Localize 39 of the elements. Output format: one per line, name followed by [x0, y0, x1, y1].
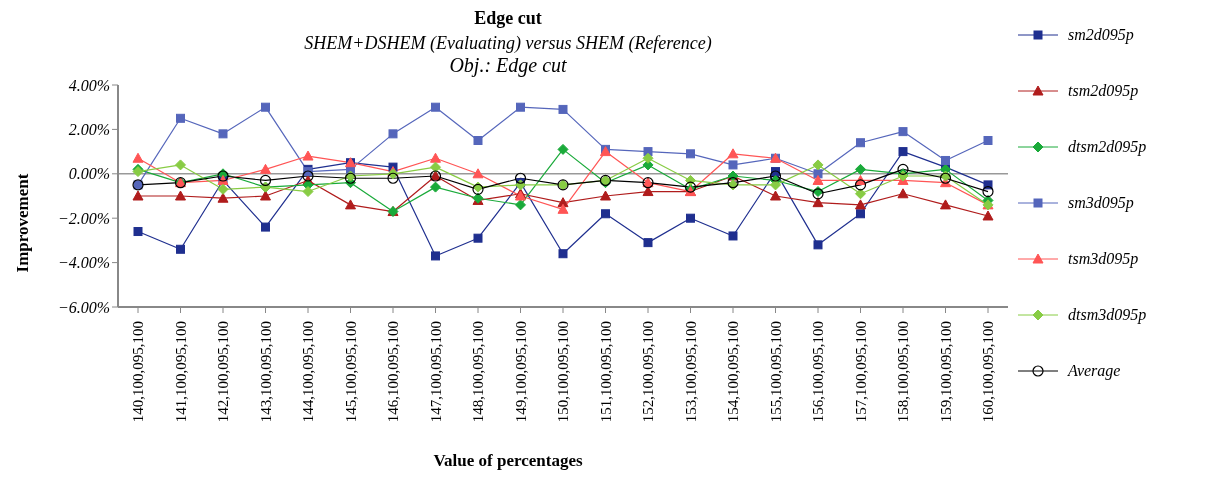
legend-label: tsm2d095p [1068, 82, 1139, 100]
chart-title: Edge cut [473, 8, 543, 29]
x-tick-label: 142,100,095,100 [215, 321, 231, 423]
legend-label: sm3d095p [1068, 194, 1134, 212]
x-tick-label: 147,100,095,100 [427, 321, 444, 423]
x-tick-label: 153,100,095,100 [682, 321, 699, 423]
x-tick-label: 143,100,095,100 [257, 321, 274, 423]
chart-subtitle: SHEM+DSHEM (Evaluating) versus SHEM (Reference) [303, 33, 713, 54]
text: Obj.: Edge cut [448, 54, 568, 77]
y-tick-label: −4.00% [57, 254, 110, 272]
x-axis-title: Value of percentages [432, 451, 584, 471]
y-tick-label: −6.00% [57, 298, 110, 316]
y-tick-label: 0.00% [68, 165, 110, 183]
legend-label: dtsm3d095p [1068, 306, 1147, 324]
x-tick-label: 160,100,095,100 [980, 321, 996, 423]
y-tick-label: −2.00% [57, 209, 110, 227]
legend-label: Average [1068, 362, 1121, 380]
y-tick-label: 4.00% [68, 76, 110, 94]
x-tick-label: 150,100,095,100 [555, 321, 571, 423]
x-tick-label: 157,100,095,100 [852, 321, 869, 423]
x-tick-label: 151,100,095,100 [597, 321, 614, 423]
legend-label: dtsm2d095p [1068, 138, 1147, 156]
legend-label: sm2d095p [1068, 26, 1134, 44]
y-tick-label: 2.00% [68, 121, 110, 139]
x-tick-label: 158,100,095,100 [895, 321, 911, 423]
x-tick-label: 141,100,095,100 [172, 321, 189, 423]
x-tick-label: 145,100,095,100 [342, 321, 359, 423]
x-tick-label: 144,100,095,100 [300, 321, 316, 423]
x-tick-label: 146,100,095,100 [385, 321, 401, 423]
x-tick-label: 140,100,095,100 [130, 321, 146, 423]
x-tick-label: 149,100,095,100 [512, 321, 529, 423]
y-axis-title: Improvement [13, 173, 33, 273]
x-tick-label: 159,100,095,100 [937, 321, 954, 423]
x-tick-label: 152,100,095,100 [640, 321, 656, 423]
x-tick-label: 154,100,095,100 [725, 321, 741, 423]
legend-label: tsm3d095p [1068, 250, 1139, 268]
x-tick-label: 156,100,095,100 [810, 321, 826, 423]
x-tick-label: 148,100,095,100 [470, 321, 486, 423]
x-tick-label: 155,100,095,100 [767, 321, 784, 423]
